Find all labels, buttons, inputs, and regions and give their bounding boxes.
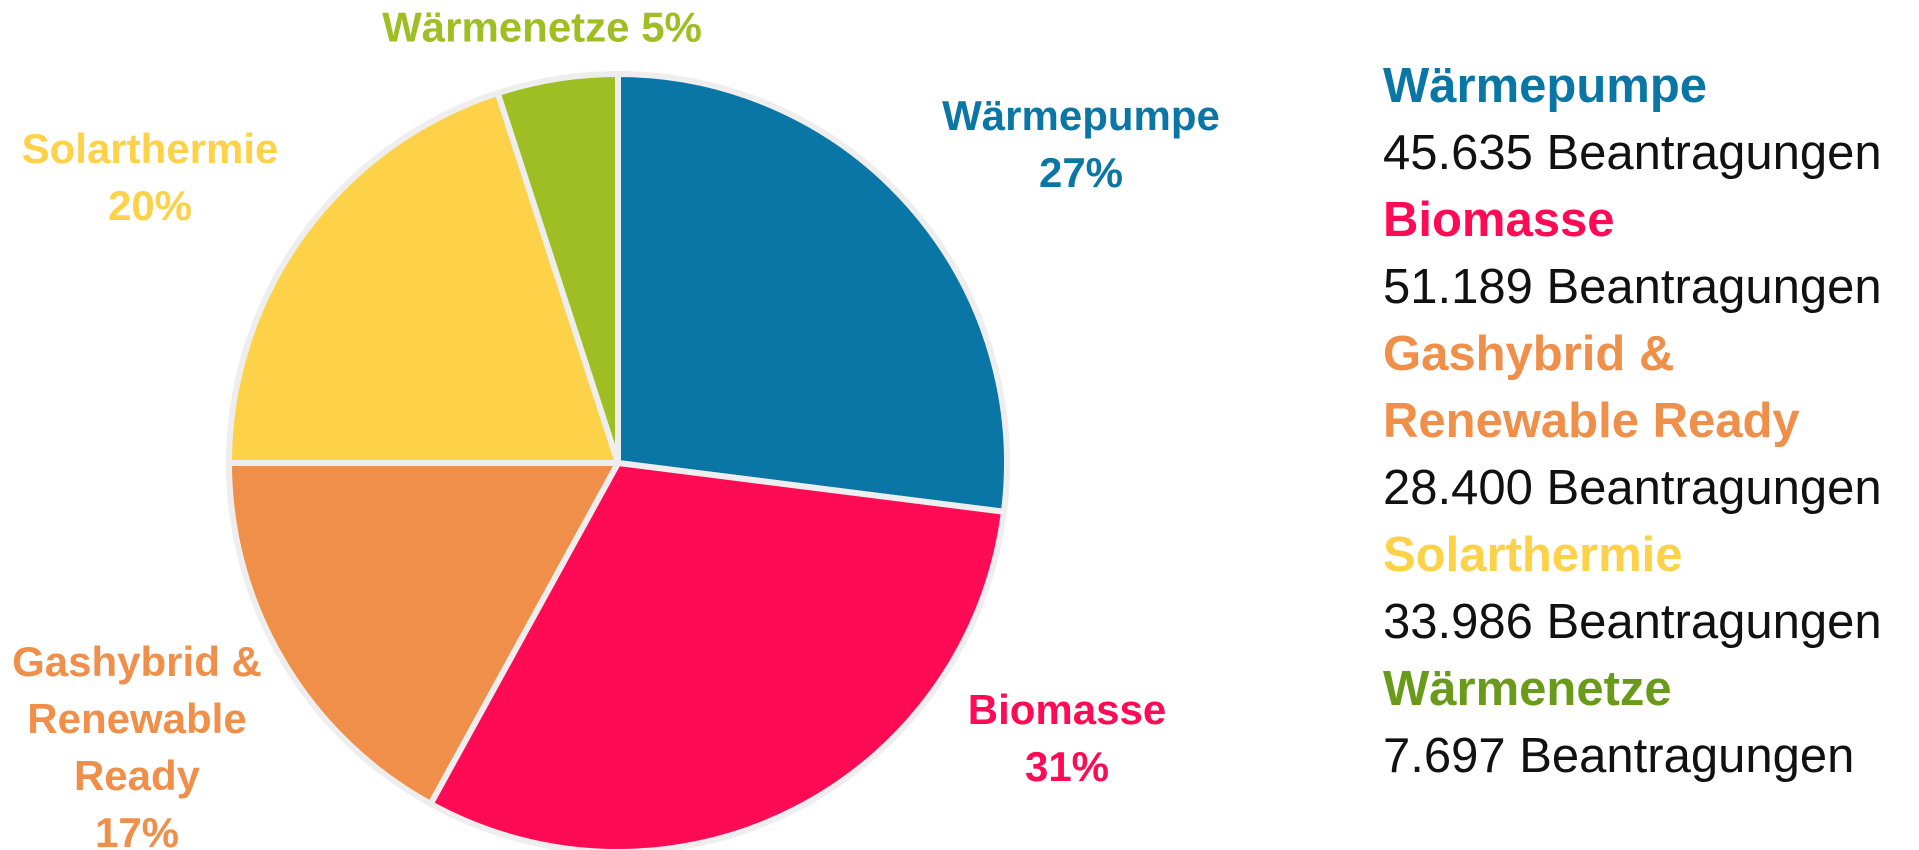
legend: Wärmepumpe 45.635 Beantragungen Biomasse 51… bbox=[1383, 53, 1903, 790]
slice-value: 17% bbox=[94, 809, 180, 850]
pie-slice bbox=[226, 90, 621, 466]
slice-name: Solarthermie bbox=[21, 125, 279, 172]
slice-name: Biomasse bbox=[967, 686, 1167, 733]
legend-count: 45.635 Beantragungen bbox=[1383, 126, 1882, 180]
slice-value: 31% bbox=[1024, 743, 1110, 790]
slice-value: 5% bbox=[641, 3, 702, 51]
pie-slice bbox=[494, 71, 621, 466]
legend-count: 51.189 Beantragungen bbox=[1383, 260, 1882, 314]
pie-slice bbox=[615, 71, 1010, 515]
slice-value: 20% bbox=[107, 182, 193, 229]
legend-name: Wärmepumpe bbox=[1383, 59, 1708, 113]
legend-name: Gashybrid & Renewable Ready bbox=[1383, 327, 1800, 448]
legend-name: Biomasse bbox=[1383, 193, 1615, 247]
slice-label: Wärmenetze 5% bbox=[382, 0, 702, 56]
slice-label: Gashybrid & Renewable Ready 17% bbox=[12, 633, 262, 850]
slice-value: 27% bbox=[1038, 149, 1124, 196]
legend-count: 28.400 Beantragungen bbox=[1383, 461, 1882, 515]
slice-label: Biomasse 31% bbox=[907, 681, 1227, 795]
slice-name: Gashybrid & Renewable Ready bbox=[12, 638, 262, 799]
pie-slice bbox=[427, 460, 1007, 850]
legend-name: Solarthermie bbox=[1383, 528, 1683, 582]
slice-name: Wärmepumpe bbox=[942, 92, 1220, 139]
slice-name: Wärmenetze bbox=[382, 3, 630, 51]
legend-count: 7.697 Beantragungen bbox=[1383, 729, 1855, 783]
legend-count: 33.986 Beantragungen bbox=[1383, 595, 1882, 649]
slice-label: Wärmepumpe 27% bbox=[921, 87, 1241, 201]
slice-label: Solarthermie 20% bbox=[0, 120, 310, 234]
legend-name: Wärmenetze bbox=[1383, 662, 1672, 716]
pie-slice bbox=[226, 460, 621, 807]
